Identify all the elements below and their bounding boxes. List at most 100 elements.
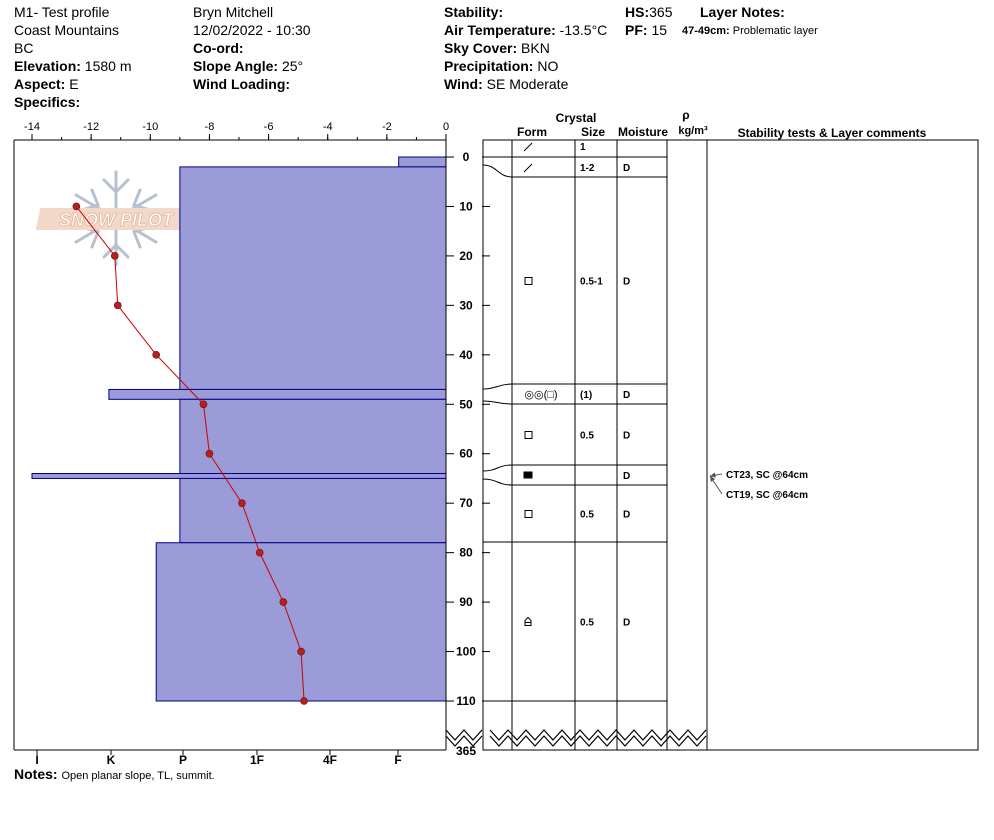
layer-moisture: D — [623, 618, 630, 629]
pf-value: 15 — [651, 22, 668, 38]
depth-tick-label: 0 — [463, 150, 470, 164]
temperature-point — [297, 647, 305, 656]
temperature-point — [199, 400, 208, 409]
depth-tick-label: 100 — [456, 645, 476, 659]
hardness-bar — [31, 473, 447, 479]
layer-notes-label: Layer Notes: — [700, 4, 785, 20]
temp-tick-label: -2 — [382, 121, 392, 133]
layer-connector — [482, 478, 513, 486]
province: BC — [14, 40, 34, 56]
temp-tick-label: -14 — [24, 121, 40, 133]
aspect: Aspect: E — [14, 75, 79, 93]
elevation: Elevation: 1580 m — [14, 57, 132, 75]
specifics-label: Specifics: — [14, 94, 81, 110]
layer-moisture: D — [623, 510, 630, 521]
layer-note: 47-49cm: Problematic layer — [682, 22, 818, 40]
wind-value: SE Moderate — [486, 76, 569, 92]
slope-angle: Slope Angle: 25° — [193, 57, 303, 75]
temperature-point — [238, 499, 246, 507]
density-unit-header: kg/m³ — [678, 125, 708, 137]
air-temperature: Air Temperature: -13.5°C — [444, 21, 607, 39]
temperature-point — [152, 351, 160, 359]
sky-label: Sky Cover: — [444, 40, 518, 56]
layer-connector — [482, 400, 513, 405]
elevation-value: 1580 m — [84, 58, 132, 74]
layer-size: 0.5-1 — [580, 277, 603, 288]
wind: Wind: SE Moderate — [444, 75, 568, 93]
layer-moisture: D — [623, 277, 630, 288]
hardness-label: K — [107, 753, 116, 767]
hs: HS:365 — [625, 3, 672, 21]
temp-tick-label: -12 — [83, 121, 99, 133]
form-header: Form — [517, 125, 547, 139]
air-temp-value: -13.5°C — [559, 22, 608, 38]
hardness-label: 4F — [323, 753, 337, 767]
hardness-bar — [179, 398, 447, 475]
depth-tick-label: 80 — [459, 546, 473, 560]
layer-connector — [482, 383, 513, 390]
hs-value: 365 — [649, 4, 673, 20]
hardness-bar — [155, 542, 447, 702]
region: Coast Mountains — [14, 22, 120, 38]
ice-crust-icon — [523, 471, 533, 479]
notes-label: Notes: — [14, 766, 58, 782]
layer-moisture: D — [623, 431, 630, 442]
layer-moisture: D — [623, 163, 630, 174]
wind-loading-label: Wind Loading: — [193, 76, 291, 92]
logo-text: SNOW PILOT — [59, 210, 175, 230]
hs-label: HS: — [625, 4, 650, 20]
layer-notes: Layer Notes: — [700, 3, 785, 21]
rho-header: ρ — [682, 108, 689, 122]
surface-hoar-icon: ◎◎(□) — [524, 389, 557, 401]
temperature-point — [72, 202, 81, 211]
depth-tick-label: 50 — [459, 397, 473, 411]
layer-size: 0.5 — [580, 510, 594, 521]
sky-cover: Sky Cover: BKN — [444, 39, 550, 57]
layer-size: (1) — [580, 390, 592, 401]
temperature-point — [255, 548, 264, 557]
observer: Bryn Mitchell — [193, 4, 274, 20]
stability-test-label: CT19, SC @64cm — [726, 490, 808, 501]
snowpilot-logo: SNOW PILOT — [35, 170, 197, 267]
slope-label: Slope Angle: — [193, 58, 279, 74]
temp-tick-label: -8 — [205, 121, 215, 133]
depth-tick-label: 30 — [459, 298, 473, 312]
layer-connector — [482, 164, 513, 178]
notes: Notes: Open planar slope, TL, summit. — [14, 765, 215, 785]
date-time: 12/02/2022 - 10:30 — [193, 22, 311, 38]
temperature-point — [279, 598, 288, 606]
hardness-bar — [179, 477, 447, 544]
axis-break-marker — [445, 735, 483, 747]
depth-tick-label: 20 — [459, 249, 473, 263]
temperature-point — [205, 449, 214, 458]
depth-hoar-icon — [524, 616, 532, 626]
layer-size: 1 — [580, 142, 586, 153]
layer-size: 0.5 — [580, 618, 594, 629]
depth-tick-label: 10 — [459, 199, 473, 213]
faceted-crystal-icon — [524, 277, 533, 285]
sky-value: BKN — [521, 40, 550, 56]
moisture-header: Moisture — [618, 125, 668, 139]
coord-label: Co-ord: — [193, 40, 244, 56]
layer-note-text: Problematic layer — [732, 25, 818, 37]
layer-size: 0.5 — [580, 431, 594, 442]
specifics: Specifics: — [14, 93, 80, 111]
layer-note-range: 47-49cm: — [682, 25, 730, 37]
air-temp-label: Air Temperature: — [444, 22, 556, 38]
stability-test-arrowhead — [710, 472, 716, 478]
depth-tick-label: 60 — [459, 447, 473, 461]
hardness-label: P — [179, 753, 187, 767]
depth-tick-label: 90 — [459, 595, 473, 609]
axis-break-marker — [445, 729, 483, 741]
faceted-crystal-icon — [524, 431, 533, 439]
stability-test-label: CT23, SC @64cm — [726, 470, 808, 481]
pf: PF: 15 — [625, 21, 667, 39]
wind-loading: Wind Loading: — [193, 75, 290, 93]
wind-label: Wind: — [444, 76, 483, 92]
layer-connector — [482, 464, 513, 472]
crystal-header: Crystal — [556, 111, 597, 125]
temperature-point — [300, 697, 308, 705]
aspect-label: Aspect: — [14, 76, 66, 92]
precip-label: Precipitation: — [444, 58, 534, 74]
depth-tick-label: 40 — [459, 348, 473, 362]
